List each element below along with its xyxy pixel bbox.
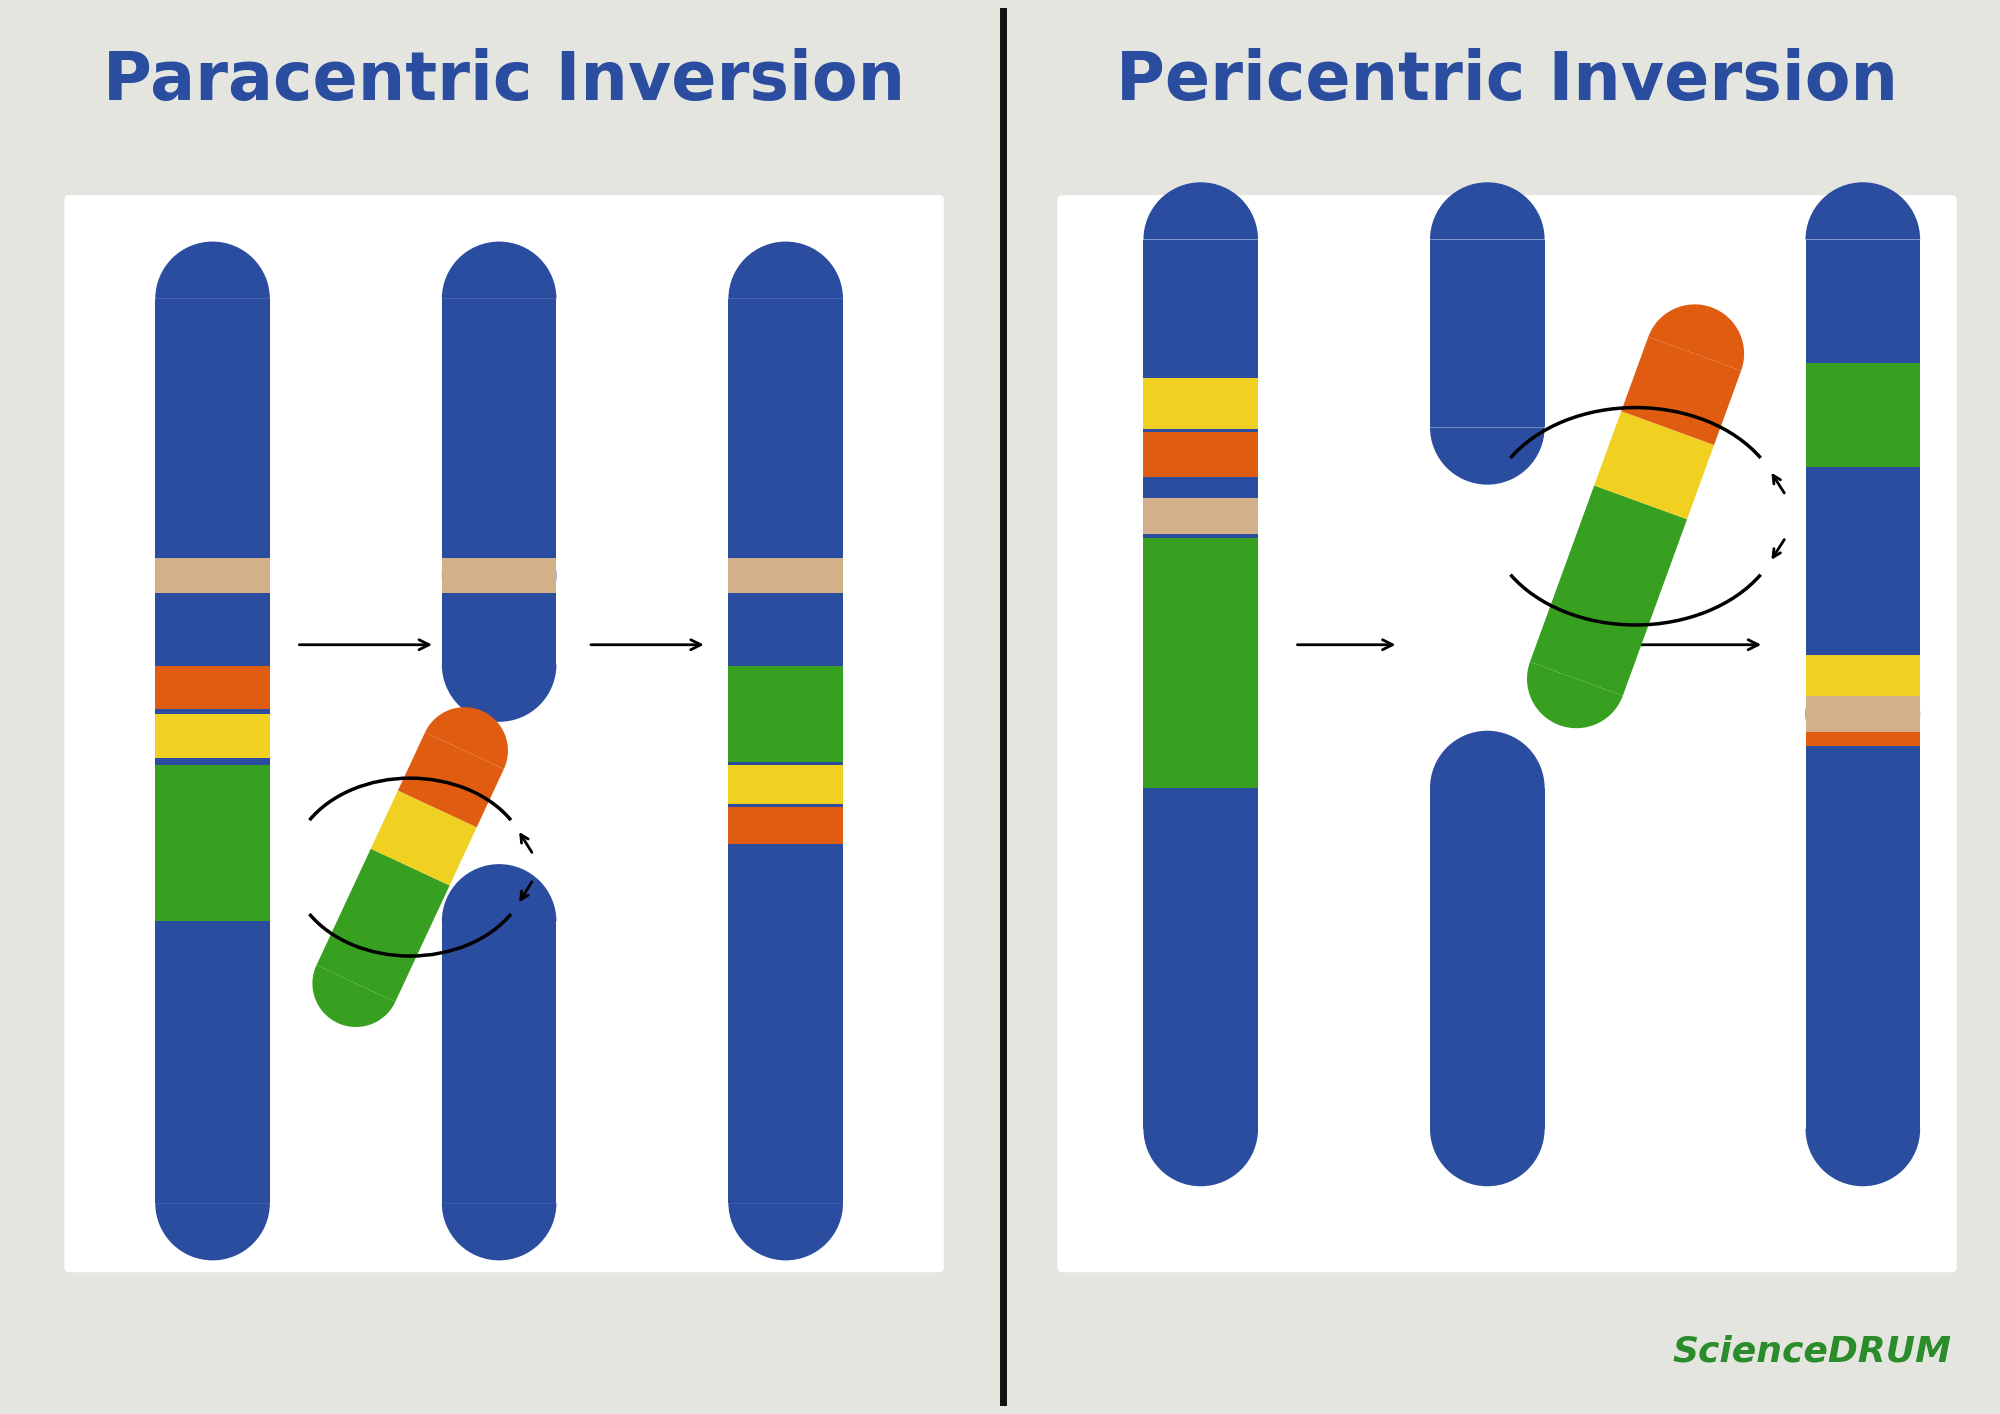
Wedge shape — [1430, 1128, 1544, 1186]
Bar — [1430, 239, 1544, 427]
Wedge shape — [728, 242, 844, 298]
Wedge shape — [728, 519, 844, 575]
Text: Paracentric Inversion: Paracentric Inversion — [104, 48, 906, 115]
Bar — [728, 575, 844, 1203]
Polygon shape — [316, 848, 450, 1003]
Bar — [1806, 714, 1920, 1128]
Wedge shape — [1144, 182, 1258, 239]
Bar — [1144, 239, 1258, 516]
Wedge shape — [1806, 1128, 1920, 1186]
Wedge shape — [156, 575, 270, 633]
Bar — [442, 298, 556, 575]
Bar — [1144, 499, 1258, 534]
Polygon shape — [398, 732, 504, 827]
Wedge shape — [442, 665, 556, 721]
Bar — [442, 922, 556, 1203]
Wedge shape — [728, 1203, 844, 1260]
Wedge shape — [156, 519, 270, 575]
Wedge shape — [1144, 460, 1258, 516]
FancyBboxPatch shape — [64, 195, 944, 1273]
Text: ScienceDRUM: ScienceDRUM — [1672, 1335, 1952, 1369]
Bar — [728, 557, 844, 594]
Bar — [1806, 696, 1920, 731]
Wedge shape — [156, 242, 270, 298]
Bar — [728, 765, 844, 803]
Bar — [156, 557, 270, 594]
Bar — [442, 557, 556, 594]
Bar — [156, 575, 270, 1203]
Bar — [1806, 239, 1920, 714]
Wedge shape — [442, 575, 556, 633]
Bar — [728, 807, 844, 844]
Bar — [156, 666, 270, 708]
Wedge shape — [1144, 1128, 1258, 1186]
Wedge shape — [1430, 182, 1544, 239]
Bar — [1144, 516, 1258, 1128]
FancyBboxPatch shape — [1058, 195, 1956, 1273]
Bar — [1430, 788, 1544, 1128]
Wedge shape — [1430, 731, 1544, 788]
Wedge shape — [1144, 516, 1258, 574]
Bar — [728, 298, 844, 575]
Bar — [156, 765, 270, 922]
Wedge shape — [442, 242, 556, 298]
Bar — [1144, 378, 1258, 430]
Wedge shape — [1526, 662, 1622, 728]
Wedge shape — [1806, 714, 1920, 771]
Bar — [442, 575, 556, 665]
Wedge shape — [1648, 304, 1744, 370]
Wedge shape — [442, 1203, 556, 1260]
Bar — [728, 666, 844, 762]
Bar — [1144, 537, 1258, 788]
Wedge shape — [1806, 182, 1920, 239]
Wedge shape — [426, 707, 508, 769]
Polygon shape — [370, 790, 476, 885]
Wedge shape — [1430, 427, 1544, 485]
Wedge shape — [1806, 656, 1920, 714]
Wedge shape — [728, 575, 844, 633]
Bar — [1144, 433, 1258, 477]
Bar — [1806, 655, 1920, 704]
Polygon shape — [1622, 337, 1742, 445]
Text: Pericentric Inversion: Pericentric Inversion — [1116, 48, 1898, 115]
Polygon shape — [1594, 411, 1714, 519]
Wedge shape — [156, 1203, 270, 1260]
Bar — [156, 298, 270, 575]
Polygon shape — [1530, 485, 1688, 696]
Wedge shape — [312, 966, 396, 1027]
Bar — [1806, 706, 1920, 745]
Bar — [156, 714, 270, 758]
Bar — [1806, 363, 1920, 467]
Wedge shape — [442, 519, 556, 575]
Wedge shape — [442, 864, 556, 922]
